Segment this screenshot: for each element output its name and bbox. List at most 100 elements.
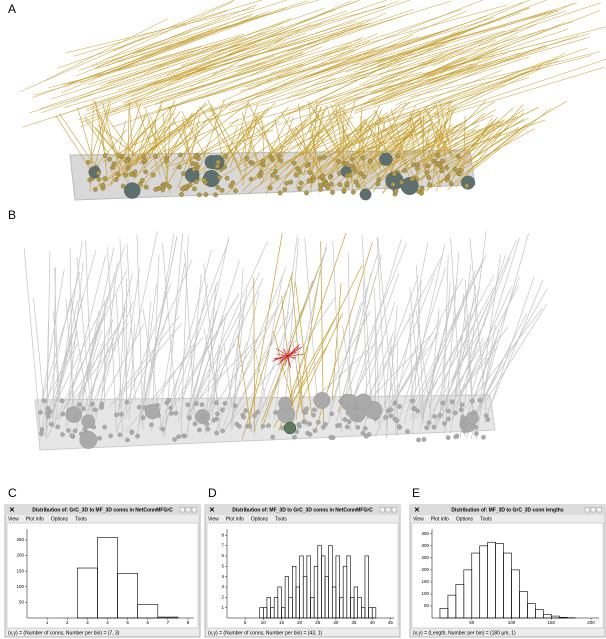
cell: [160, 426, 166, 432]
cell: [66, 428, 71, 433]
cell: [424, 425, 429, 431]
fiber: [311, 70, 456, 123]
menu-item[interactable]: Tools: [75, 516, 87, 522]
fiber: [39, 43, 241, 109]
cell: [344, 424, 350, 430]
window-button[interactable]: [179, 507, 185, 513]
window-button[interactable]: [590, 507, 596, 513]
fiber: [221, 36, 363, 102]
window-button[interactable]: [385, 507, 391, 513]
menu-item[interactable]: View: [8, 516, 19, 522]
close-icon[interactable]: ✕: [414, 507, 420, 514]
fiber: [165, 129, 274, 168]
fiber: [219, 102, 276, 164]
window-button[interactable]: [191, 507, 197, 513]
menu-item[interactable]: Tools: [275, 516, 287, 522]
fiber: [427, 35, 579, 85]
cell: [383, 415, 388, 420]
cell: [230, 180, 236, 186]
fiber: [194, 99, 225, 183]
y-tick-label: 8: [221, 532, 224, 537]
footer: (x,y) = (Number of conns, Number per bin…: [8, 630, 120, 636]
menu-item[interactable]: Plot info: [431, 516, 449, 522]
cell: [439, 168, 445, 174]
y-tick-label: 250: [421, 555, 429, 560]
y-tick-label: 1: [221, 605, 224, 610]
cell: [140, 415, 146, 421]
cell: [102, 153, 108, 158]
cell: [440, 158, 446, 164]
cell: [421, 437, 427, 442]
fiber: [228, 0, 352, 55]
cell: [435, 152, 441, 158]
fiber: [102, 122, 177, 163]
dendrite: [285, 355, 289, 363]
window-button[interactable]: [584, 507, 590, 513]
cell: [297, 169, 303, 175]
cell: [107, 157, 112, 162]
menu-item[interactable]: Plot info: [226, 516, 244, 522]
menu-item[interactable]: View: [413, 516, 424, 522]
fiber: [22, 67, 206, 128]
fiber: [206, 1, 399, 63]
cell: [270, 172, 275, 178]
cell: [460, 414, 466, 420]
fiber: [365, 120, 423, 176]
menu-item[interactable]: Options: [251, 516, 269, 522]
menu-item[interactable]: Tools: [480, 516, 492, 522]
fiber: [289, 63, 473, 114]
fiber: [122, 120, 192, 160]
close-icon[interactable]: ✕: [9, 507, 15, 514]
menu-item[interactable]: Options: [51, 516, 69, 522]
fiber: [371, 124, 433, 160]
cell: [325, 184, 331, 190]
fiber: [409, 51, 601, 98]
fiber: [252, 12, 387, 76]
fiber: [422, 66, 605, 123]
fiber: [65, 7, 255, 54]
menu-item[interactable]: Options: [456, 516, 474, 522]
cell: [320, 173, 326, 179]
fiber: [452, 255, 506, 420]
fiber: [427, 125, 491, 182]
cell: [244, 156, 249, 161]
menu-item[interactable]: View: [208, 516, 219, 522]
cell: [344, 181, 350, 186]
x-tick-label: 5: [126, 620, 129, 625]
window-button[interactable]: [379, 507, 385, 513]
cell: [181, 171, 186, 176]
cell: [458, 407, 464, 413]
cell: [362, 174, 367, 180]
cell: [60, 411, 66, 417]
fiber: [59, 113, 94, 164]
window-button[interactable]: [185, 507, 191, 513]
fiber: [348, 341, 382, 406]
fiber: [286, 0, 452, 52]
fiber: [116, 103, 208, 180]
y-tick-label: 150: [16, 568, 24, 573]
cell: [437, 413, 443, 418]
fiber: [158, 239, 230, 430]
dendrite: [287, 346, 303, 357]
cell: [427, 182, 432, 187]
fiber: [128, 323, 135, 421]
menu-item[interactable]: Plot info: [26, 516, 44, 522]
fiber: [136, 283, 158, 439]
fiber: [334, 58, 513, 104]
fiber: [294, 280, 312, 415]
cell: [163, 181, 169, 187]
dendrite: [287, 344, 291, 357]
cell: [181, 433, 186, 439]
fiber: [348, 129, 416, 158]
cell: [191, 167, 197, 172]
cell: [419, 187, 425, 192]
window-button[interactable]: [596, 507, 602, 513]
dendrite: [287, 355, 297, 359]
fiber: [301, 102, 411, 175]
cell: [234, 421, 240, 427]
cell: [375, 181, 381, 187]
fiber: [372, 55, 495, 104]
window-button[interactable]: [391, 507, 397, 513]
fiber: [204, 284, 217, 435]
close-icon[interactable]: ✕: [209, 507, 215, 514]
